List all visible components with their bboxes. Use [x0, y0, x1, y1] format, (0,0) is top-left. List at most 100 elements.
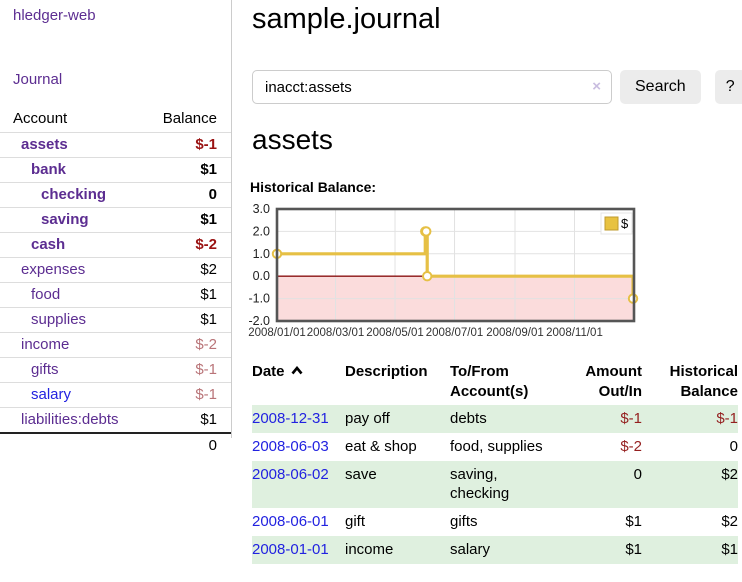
account-balance: $1: [146, 157, 231, 183]
register-balance-cell: $1: [642, 536, 738, 564]
account-balance: $-2: [146, 332, 231, 358]
register-header-date[interactable]: Date: [252, 361, 345, 405]
accounts-total-row: 0: [0, 432, 231, 458]
sidebar-account-assets[interactable]: assets: [21, 136, 68, 153]
register-date-cell: 2008-06-03: [252, 433, 345, 461]
register-amount-cell: $-2: [620, 438, 642, 455]
svg-text:$: $: [621, 216, 629, 231]
register-table: Date Description To/From Account(s) Amou…: [252, 361, 738, 564]
account-balance: $1: [146, 282, 231, 308]
register-description-cell: pay off: [345, 405, 450, 433]
account-row: expenses $2: [0, 257, 231, 283]
register-date-link[interactable]: 2008-12-31: [252, 410, 329, 427]
svg-text:1.0: 1.0: [253, 247, 270, 261]
sidebar-account-income[interactable]: income: [21, 336, 70, 353]
register-accounts-cell: saving, checking: [450, 461, 565, 508]
register-date-link[interactable]: 2008-06-01: [252, 513, 329, 530]
sidebar-account-food[interactable]: food: [31, 286, 61, 303]
register-description-cell: save: [345, 461, 450, 508]
register-date-link[interactable]: 2008-06-02: [252, 466, 329, 483]
sidebar-account-supplies[interactable]: supplies: [31, 311, 87, 328]
page-title: sample.journal: [252, 3, 441, 35]
accounts-header-row: Account Balance: [0, 106, 231, 133]
account-row: gifts $-1: [0, 357, 231, 383]
register-description-cell: income: [345, 536, 450, 564]
account-row: cash $-2: [0, 232, 231, 258]
register-accounts-cell: debts: [450, 405, 565, 433]
register-balance-cell: $2: [721, 513, 738, 530]
search-input[interactable]: [252, 70, 612, 104]
register-row: 2008-06-01 gift gifts $1 $2: [252, 508, 738, 536]
account-row: salary $-1: [0, 382, 231, 408]
svg-text:2008/11/01: 2008/11/01: [546, 327, 603, 339]
svg-text:-1.0: -1.0: [248, 292, 270, 306]
register-row: 2008-06-02 save saving, checking 0 $2: [252, 461, 738, 508]
help-button[interactable]: ?: [714, 70, 742, 104]
register-amount-cell: $1: [625, 513, 642, 530]
sidebar-account-cash[interactable]: cash: [31, 236, 66, 253]
svg-text:2008/03/01: 2008/03/01: [307, 327, 365, 339]
register-description-cell: eat & shop: [345, 438, 417, 455]
chart-title: Historical Balance:: [250, 179, 377, 195]
register-header-date-label: Date: [252, 363, 285, 380]
spacer: [0, 432, 147, 458]
sidebar-account-gifts[interactable]: gifts: [31, 361, 59, 378]
svg-text:3.0: 3.0: [253, 202, 270, 216]
sidebar-item-journal[interactable]: Journal: [13, 71, 63, 88]
account-row: liabilities:debts $1: [0, 407, 231, 434]
register-date-link[interactable]: 2008-01-01: [252, 541, 329, 558]
accounts-table: Account Balance assets $-1 bank $1 checking 0…: [0, 106, 231, 458]
clear-search-icon[interactable]: ×: [592, 78, 601, 95]
accounts-header-account: Account: [0, 106, 147, 133]
register-header-amount: Amount Out/In: [585, 363, 642, 400]
svg-text:-2.0: -2.0: [248, 314, 270, 328]
register-amount-cell: $-1: [565, 405, 642, 433]
svg-text:2008/07/01: 2008/07/01: [426, 327, 484, 339]
account-row: income $-2: [0, 332, 231, 358]
accounts-total-balance: 0: [146, 432, 231, 458]
register-date-link[interactable]: 2008-06-03: [252, 438, 329, 455]
svg-text:0.0: 0.0: [253, 269, 270, 283]
search-button[interactable]: Search: [620, 70, 701, 104]
register-date-cell: 2008-12-31: [252, 405, 345, 433]
register-date-cell: 2008-01-01: [252, 536, 345, 564]
accounts-header-balance: Balance: [146, 106, 231, 133]
account-balance: $-1: [146, 132, 231, 158]
account-row: saving $1: [0, 207, 231, 233]
register-header-account: To/From Account(s): [450, 363, 529, 400]
sidebar-account-salary[interactable]: salary: [31, 386, 72, 403]
register-accounts-cell: food, supplies: [450, 438, 543, 455]
svg-text:2008/09/01: 2008/09/01: [486, 327, 544, 339]
account-row: food $1: [0, 282, 231, 308]
sidebar-account-saving[interactable]: saving: [41, 211, 89, 228]
svg-text:2008/01/01: 2008/01/01: [248, 327, 306, 339]
register-amount-cell: $1: [565, 536, 642, 564]
account-row: supplies $1: [0, 307, 231, 333]
sidebar: hledger-web Journal Account Balance asse…: [0, 0, 232, 458]
register-header-balance: Historical Balance: [669, 363, 738, 400]
account-balance: $1: [146, 207, 231, 233]
account-balance: $-2: [146, 232, 231, 258]
sidebar-account-checking[interactable]: checking: [41, 186, 107, 203]
register-balance-cell: $-1: [642, 405, 738, 433]
register-date-cell: 2008-06-02: [252, 461, 345, 508]
svg-text:2.0: 2.0: [253, 224, 270, 238]
sidebar-account-expenses[interactable]: expenses: [21, 261, 86, 278]
register-row: 2008-01-01 income salary $1 $1: [252, 536, 738, 564]
register-row: 2008-12-31 pay off debts $-1 $-1: [252, 405, 738, 433]
sidebar-account-liabilities-debts[interactable]: liabilities:debts: [21, 411, 119, 428]
register-accounts-cell: gifts: [450, 513, 478, 530]
sort-ascending-icon: [291, 365, 303, 375]
register-accounts-cell: salary: [450, 536, 565, 564]
register-row: 2008-06-03 eat & shop food, supplies $-2 0: [252, 433, 738, 461]
app-title-link[interactable]: hledger-web: [13, 7, 96, 24]
sidebar-account-bank[interactable]: bank: [31, 161, 67, 178]
register-description-cell: gift: [345, 513, 366, 530]
register-date-cell: 2008-06-01: [252, 508, 345, 536]
account-row: bank $1: [0, 157, 231, 183]
account-balance: $-1: [146, 357, 231, 383]
search-form: × Search ?: [252, 70, 742, 104]
search-input-wrap: ×: [252, 70, 612, 104]
